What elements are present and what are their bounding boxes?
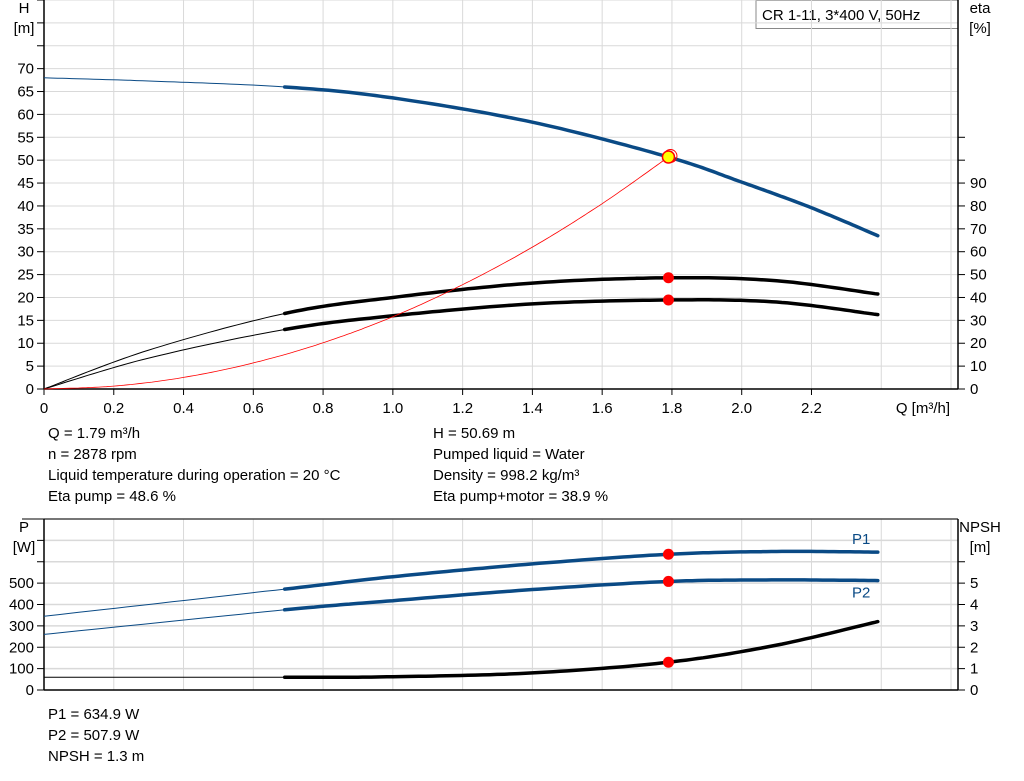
y-tick-label: 10: [17, 335, 34, 352]
series-label-p2: P2: [852, 585, 870, 602]
curve-eta-pump-operating-range: [282, 275, 880, 316]
duty-point-marker: [662, 548, 674, 560]
y2-tick-label: 4: [970, 597, 978, 614]
info-pumped-liquid: Pumped liquid = Water: [433, 446, 585, 463]
x-tick-label: 2.2: [801, 400, 822, 417]
y2-tick-label: 0: [970, 381, 978, 398]
y-tick-label: 45: [17, 175, 34, 192]
y-tick-label: 0: [26, 381, 34, 398]
info-npsh: NPSH = 1.3 m: [48, 748, 145, 765]
y-tick-label: 65: [17, 84, 34, 101]
y-axis-title: P: [19, 519, 29, 536]
y2-tick-label: 3: [970, 618, 978, 635]
y-tick-label: 20: [17, 289, 34, 306]
y2-axis-title: [m]: [970, 539, 991, 556]
y2-tick-label: 70: [970, 221, 987, 238]
info-eta-pump: Eta pump = 48.6 %: [48, 488, 176, 505]
info-right: H = 50.69 m Pumped liquid = Water Densit…: [433, 423, 608, 507]
y-tick-label: 15: [17, 312, 34, 329]
x-tick-label: 0.2: [103, 400, 124, 417]
y-tick-label: 60: [17, 106, 34, 123]
curve-eta-pump-motor: [43, 299, 878, 390]
x-tick-label: 0.6: [243, 400, 264, 417]
y-axis-title: [m]: [14, 20, 35, 37]
y-tick-label: 5: [26, 358, 34, 375]
y-tick-label: 0: [26, 682, 34, 699]
curve-eta-pump-motor-operating-range: [282, 298, 880, 332]
y2-axis-title: NPSH: [959, 519, 1001, 536]
title-box: [755, 0, 959, 29]
duty-point-marker: [662, 656, 674, 668]
y2-tick-label: 90: [970, 175, 987, 192]
y2-axis-title: eta: [970, 0, 992, 17]
x-tick-label: 0: [40, 400, 48, 417]
x-tick-label: 0.8: [313, 400, 334, 417]
title-text: CR 1-11, 3*400 V, 50Hz: [762, 7, 920, 24]
info-liquid-temp: Liquid temperature during operation = 20…: [48, 467, 341, 484]
curve-eta-pump: [43, 277, 878, 390]
x-tick-label: 1.6: [592, 400, 613, 417]
duty-point-marker: [662, 575, 674, 587]
curve-p2-operating-range: [282, 578, 880, 612]
y2-axis-title: [%]: [969, 20, 991, 37]
y2-tick-label: 80: [970, 198, 987, 215]
y-tick-label: 40: [17, 198, 34, 215]
curve-p1-operating-range: [282, 549, 880, 591]
info-bottom: P1 = 634.9 W P2 = 507.9 W NPSH = 1.3 m: [48, 704, 144, 767]
y-tick-label: 30: [17, 244, 34, 261]
y2-tick-label: 50: [970, 267, 987, 284]
y-axis-title: H: [19, 0, 30, 17]
y-tick-label: 500: [9, 575, 34, 592]
curve-npsh-operating-range: [282, 619, 880, 679]
y-tick-label: 400: [9, 597, 34, 614]
y-tick-label: 200: [9, 639, 34, 656]
y-tick-label: 100: [9, 661, 34, 678]
info-density: Density = 998.2 kg/m³: [433, 467, 580, 484]
y-axis-title: [W]: [13, 539, 36, 556]
info-p1: P1 = 634.9 W: [48, 706, 140, 723]
y2-tick-label: 0: [970, 682, 978, 699]
y-tick-label: 35: [17, 221, 34, 238]
y2-tick-label: 1: [970, 661, 978, 678]
info-speed: n = 2878 rpm: [48, 446, 137, 463]
info-head: H = 50.69 m: [433, 425, 516, 442]
x-tick-label: 1.4: [522, 400, 543, 417]
x-tick-label: 0.4: [173, 400, 194, 417]
x-tick-label: 1.8: [662, 400, 683, 417]
series-label-p1: P1: [852, 531, 870, 548]
y-tick-label: 25: [17, 267, 34, 284]
y-tick-label: 50: [17, 152, 34, 169]
curve-system-curve: [43, 156, 669, 390]
y2-tick-label: 5: [970, 575, 978, 592]
y-tick-label: 70: [17, 61, 34, 78]
y2-tick-label: 60: [970, 244, 987, 261]
y2-tick-label: 30: [970, 312, 987, 329]
y-tick-label: 55: [17, 129, 34, 146]
x-tick-label: 1.0: [382, 400, 403, 417]
x-tick-label: 2.0: [731, 400, 752, 417]
info-left: Q = 1.79 m³/h n = 2878 rpm Liquid temper…: [48, 423, 340, 507]
duty-point-marker: [661, 150, 676, 164]
y-tick-label: 300: [9, 618, 34, 635]
x-axis-title: Q [m³/h]: [896, 400, 950, 417]
duty-point-marker: [662, 294, 674, 306]
info-flow: Q = 1.79 m³/h: [48, 425, 141, 442]
y2-tick-label: 20: [970, 335, 987, 352]
y2-tick-label: 2: [970, 639, 978, 656]
info-p2: P2 = 507.9 W: [48, 727, 140, 744]
duty-point-marker: [662, 272, 674, 284]
y2-tick-label: 10: [970, 358, 987, 375]
info-eta-pump-motor: Eta pump+motor = 38.9 %: [433, 488, 609, 505]
curve-h: [43, 77, 878, 237]
x-tick-label: 1.2: [452, 400, 473, 417]
curve-h-operating-range: [282, 85, 880, 238]
y2-tick-label: 40: [970, 289, 987, 306]
